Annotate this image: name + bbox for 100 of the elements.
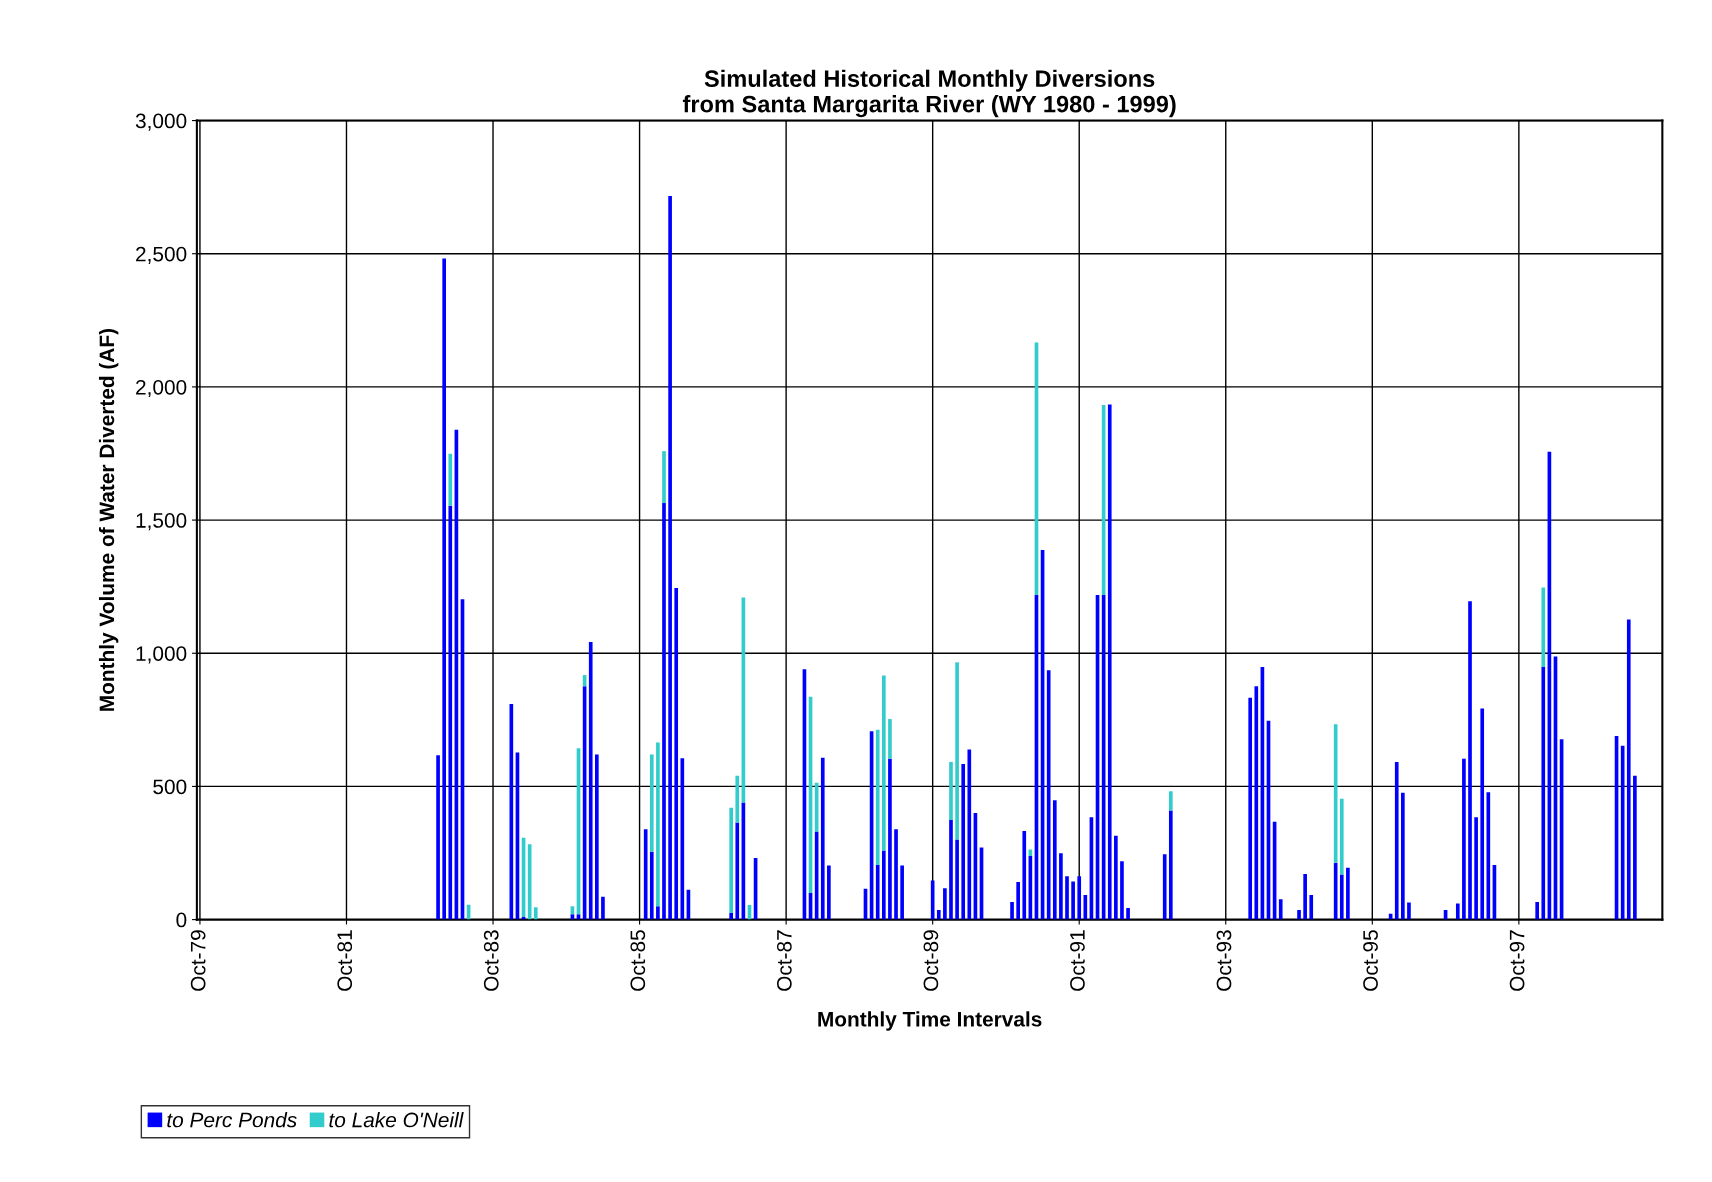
bar	[967, 749, 972, 920]
bar	[1455, 903, 1460, 920]
bar	[881, 675, 886, 851]
bar	[1535, 902, 1540, 920]
bar	[1083, 895, 1088, 920]
bar	[1168, 810, 1173, 920]
bar	[1541, 587, 1546, 668]
bar	[820, 757, 825, 920]
bar	[1071, 881, 1075, 920]
x-tick-label: Oct-93	[1216, 930, 1232, 991]
bar	[875, 729, 880, 865]
bar	[1480, 708, 1485, 920]
bar	[888, 719, 892, 759]
bar	[649, 851, 654, 920]
bar	[656, 906, 660, 920]
bar	[1541, 667, 1546, 920]
bar	[1407, 902, 1411, 920]
bar	[1126, 907, 1130, 920]
bar	[680, 758, 685, 920]
y-tick-label: 0	[176, 912, 187, 928]
y-tick-label: 1,500	[136, 513, 187, 531]
bar	[662, 451, 666, 504]
bar	[1162, 854, 1167, 920]
bar	[1333, 862, 1338, 920]
bar	[1254, 686, 1259, 920]
bar	[674, 588, 679, 920]
bar	[1394, 761, 1399, 920]
bar	[1339, 874, 1344, 920]
bar	[961, 764, 966, 920]
bar	[1303, 874, 1307, 920]
bar	[930, 880, 935, 920]
x-tick-label: Oct-81	[337, 930, 353, 991]
y-tick-label: 2,000	[136, 379, 187, 398]
bar	[894, 829, 898, 920]
bar	[1309, 895, 1314, 920]
bar	[643, 829, 648, 920]
bar	[1052, 800, 1057, 920]
bar	[1107, 404, 1112, 920]
bar	[1022, 830, 1027, 920]
bar	[1010, 902, 1014, 920]
bar	[1346, 867, 1350, 920]
x-tick-label: Oct-95	[1363, 930, 1378, 991]
bar	[949, 819, 953, 920]
bar	[1474, 817, 1478, 920]
bar	[1077, 876, 1082, 920]
bar	[595, 754, 599, 920]
bar	[1065, 876, 1069, 920]
x-axis-title: Monthly Time Intervals	[818, 1011, 1042, 1031]
bar	[1633, 775, 1637, 920]
bar	[888, 758, 892, 920]
bar	[1468, 601, 1472, 920]
bar	[936, 910, 941, 920]
bar	[668, 195, 672, 920]
legend-label: to Lake O'Neill	[329, 1112, 464, 1128]
bar	[1462, 758, 1466, 920]
y-tick-label: 500	[153, 779, 187, 795]
x-tick-label: Oct-91	[1070, 930, 1085, 991]
x-tick-label: Oct-87	[776, 930, 792, 991]
bar	[442, 258, 447, 920]
bar	[955, 662, 959, 840]
bar	[1114, 835, 1118, 920]
x-tick-label: Oct-85	[630, 930, 646, 991]
bar	[448, 453, 453, 506]
bar	[1168, 791, 1173, 811]
bar	[1339, 798, 1344, 875]
bar	[1059, 853, 1063, 920]
x-tick-label: Oct-83	[483, 930, 499, 991]
bar	[735, 822, 740, 920]
bar	[875, 865, 880, 920]
bar	[955, 839, 959, 920]
y-tick-label: 1,000	[136, 646, 187, 664]
bar	[1626, 619, 1631, 920]
bar	[448, 505, 453, 920]
bar	[735, 775, 740, 823]
bar	[1333, 724, 1338, 863]
y-axis-title: Monthly Volume of Water Diverted (AF)	[98, 328, 119, 711]
bar	[533, 907, 538, 920]
bar	[1248, 697, 1253, 920]
y-tick-label: 3,000	[135, 113, 187, 131]
bar	[588, 642, 593, 920]
bar	[662, 503, 666, 920]
bar	[1401, 792, 1405, 920]
x-tick-label: Oct-89	[923, 930, 939, 991]
bar	[729, 912, 733, 920]
bar	[1486, 792, 1491, 920]
bar	[1297, 910, 1301, 920]
legend-label: to Perc Ponds	[167, 1112, 297, 1128]
bar	[1016, 882, 1020, 920]
x-tick-label: Oct-79	[190, 930, 206, 991]
bar	[649, 754, 654, 852]
bar	[900, 865, 904, 920]
bar	[881, 850, 886, 920]
x-tick-label: Oct-97	[1509, 930, 1525, 991]
y-tick-label: 2,500	[136, 246, 187, 264]
bar	[656, 742, 660, 907]
chart-title: Simulated Historical Monthly Diversions from Santa Margarita River (WY 1980 - 1999)	[682, 69, 1176, 118]
bar	[827, 865, 831, 920]
bar	[943, 888, 947, 920]
bar	[1046, 670, 1051, 920]
bar	[949, 761, 953, 820]
